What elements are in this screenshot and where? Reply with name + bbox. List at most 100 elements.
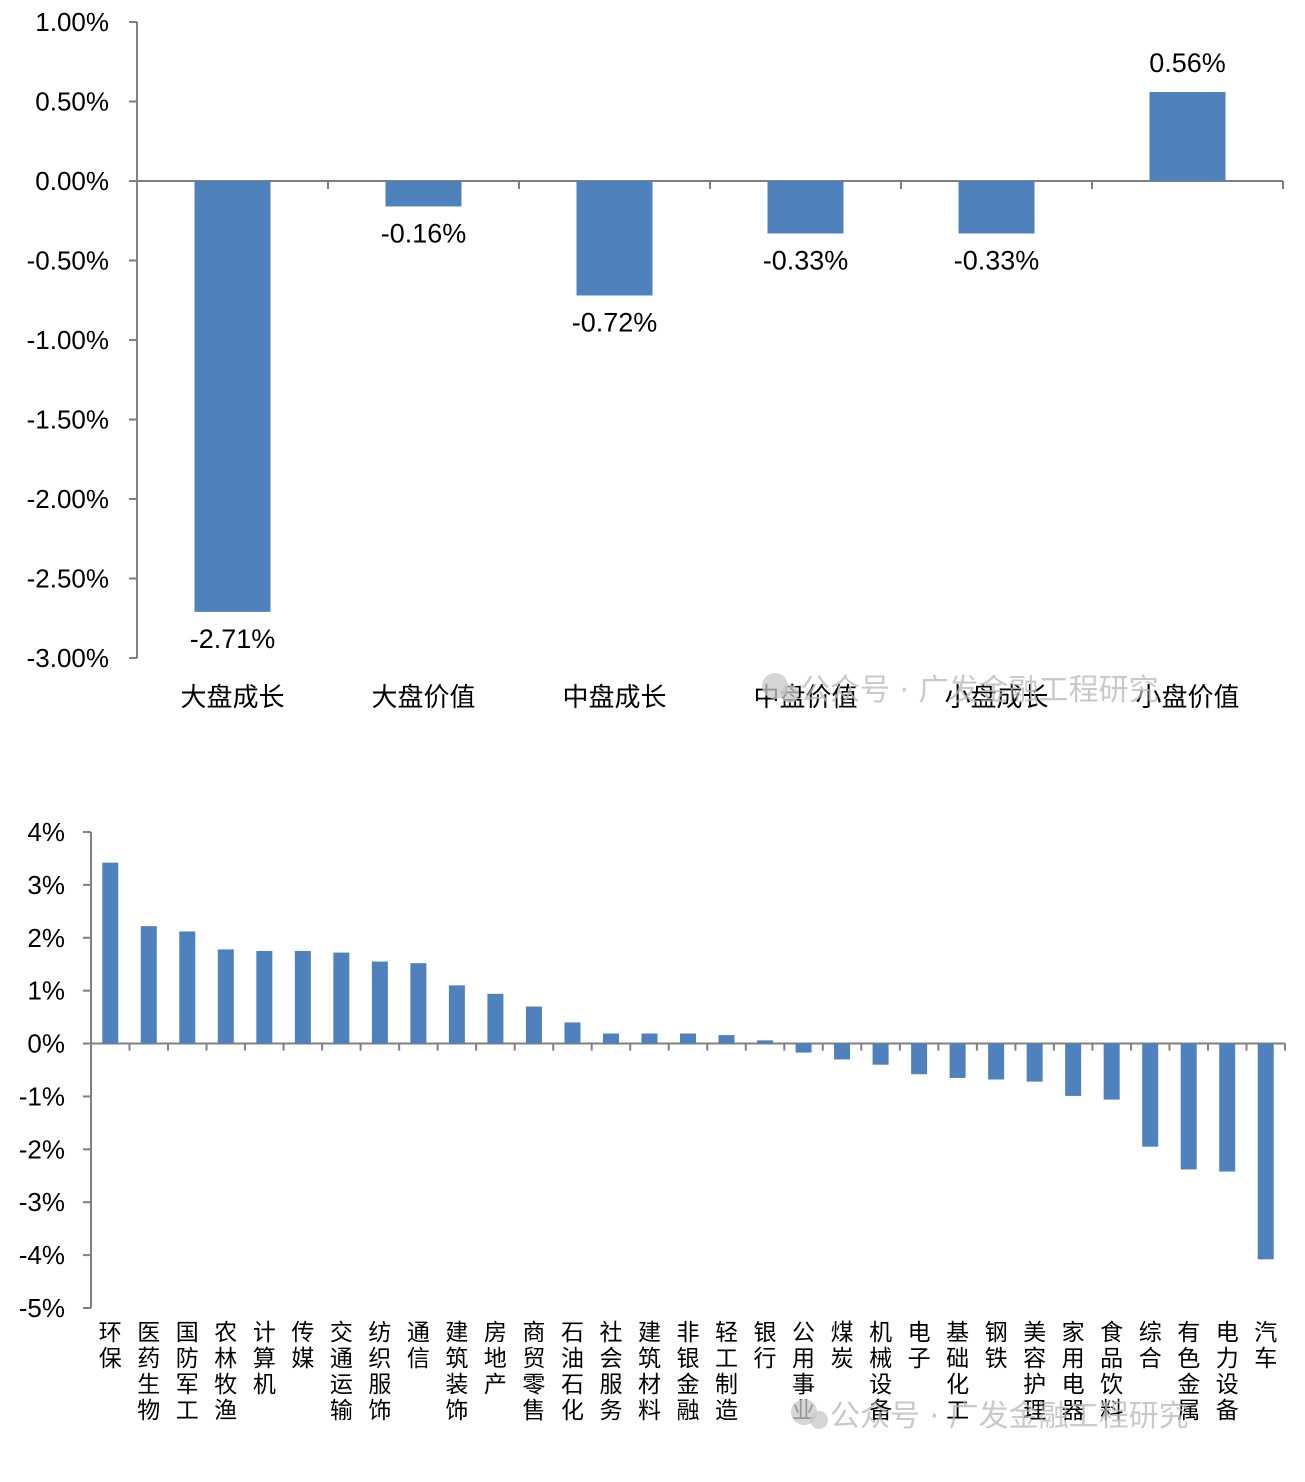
watermark-layer: 公众号 · 广发金融工程研究 公众号 · 广发金融工程研究 [762, 673, 1189, 1434]
category-label: 医药生物 [137, 1320, 160, 1424]
y-tick-label: 2% [27, 923, 65, 953]
bar [1142, 1043, 1159, 1147]
category-label: 通信 [407, 1320, 430, 1372]
data-label: 0.56% [1149, 48, 1226, 78]
data-label: -0.33% [763, 245, 849, 275]
bar [385, 181, 462, 207]
bar [576, 181, 653, 296]
category-label: 传媒 [291, 1320, 314, 1372]
bar [1065, 1043, 1082, 1096]
y-tick-label: 0% [27, 1029, 65, 1059]
y-tick-label: -1% [19, 1081, 65, 1111]
category-label: 小盘价值 [1135, 683, 1239, 713]
category-label: 环保 [99, 1320, 122, 1372]
category-label: 计算机 [253, 1320, 276, 1398]
data-label: -2.71% [190, 624, 276, 654]
category-label: 农林牧渔 [214, 1320, 237, 1424]
category-label: 社会服务 [599, 1320, 622, 1424]
category-label: 小盘成长 [944, 683, 1048, 713]
category-label: 有色金属 [1177, 1320, 1200, 1424]
y-tick-label: 1% [27, 976, 65, 1006]
wechat-icon-small [810, 1411, 828, 1429]
y-tick-label: -1.00% [27, 325, 109, 355]
category-label: 家用电器 [1062, 1320, 1085, 1424]
watermark-1: 公众号 · 广发金融工程研究 [762, 673, 1159, 708]
y-tick-label: -2.00% [27, 484, 109, 514]
category-label: 食品饮料 [1100, 1320, 1123, 1424]
bar [795, 1043, 812, 1053]
category-label: 钢铁 [985, 1320, 1008, 1372]
wechat-icon-small [781, 685, 799, 703]
bar [487, 993, 504, 1044]
category-label: 石油石化 [561, 1320, 584, 1424]
bar [911, 1043, 928, 1075]
y-tick-label: 3% [27, 870, 65, 900]
category-label: 建筑装饰 [445, 1320, 468, 1424]
bar [217, 949, 234, 1044]
watermark-2: 公众号 · 广发金融工程研究 [791, 1399, 1189, 1434]
bar [641, 1033, 658, 1044]
category-label: 大盘价值 [371, 683, 475, 713]
data-label: -0.33% [954, 245, 1040, 275]
bar [834, 1043, 851, 1060]
bar [680, 1033, 696, 1044]
category-label: 汽车 [1254, 1320, 1277, 1372]
bar [448, 985, 465, 1044]
y-tick-label: -2.50% [27, 564, 109, 594]
y-tick-label: -3.00% [27, 643, 109, 673]
bar [958, 181, 1035, 234]
y-tick-label: 4% [27, 817, 65, 847]
category-label: 中盘成长 [562, 683, 666, 713]
category-label: 银行 [754, 1320, 777, 1372]
data-label: -0.72% [572, 307, 658, 337]
category-label: 机械设备 [869, 1320, 892, 1424]
chart-1-style-bars: 1.00% 0.50% 0.00% -0.50% -1.00% -1.50% -2.00% -… [27, 7, 1284, 713]
bar [1219, 1043, 1236, 1172]
y-tick-label: 0.50% [35, 87, 109, 117]
category-label: 国防军工 [176, 1320, 199, 1424]
bar [1180, 1043, 1197, 1170]
y-tick-label: -2% [19, 1134, 65, 1164]
y-tick-label: -0.50% [27, 246, 109, 276]
bar [988, 1043, 1005, 1080]
bar [1103, 1043, 1120, 1100]
bar [371, 961, 388, 1044]
category-label: 建筑材料 [638, 1320, 661, 1424]
bar [602, 1033, 619, 1044]
category-label: 电子 [908, 1320, 931, 1372]
bar [872, 1043, 889, 1065]
watermark-text-2: 公众号 · 广发金融工程研究 [830, 1399, 1189, 1434]
bar [564, 1022, 581, 1044]
category-label: 煤炭 [831, 1320, 854, 1372]
bar [410, 963, 427, 1044]
bar [194, 181, 271, 612]
y-tick-label: 0.00% [35, 166, 109, 196]
bar [333, 952, 350, 1044]
category-label: 电力设备 [1216, 1320, 1239, 1424]
category-label: 基础化工 [946, 1320, 969, 1424]
y-tick-label: -4% [19, 1240, 65, 1270]
bar [1149, 91, 1226, 181]
bar [179, 931, 196, 1044]
bar [949, 1043, 966, 1078]
watermark-text-1: 公众号 · 广发金融工程研究 [800, 673, 1159, 708]
bar [1257, 1043, 1274, 1260]
bar [102, 862, 119, 1044]
chart-2-industry-bars: 4% 3% 2% 1% 0% -1% -2% -3% -4% -5% 环保医药生物国防军工农林牧渔计… [19, 817, 1286, 1424]
category-label: 轻工制造 [715, 1320, 738, 1424]
y-tick-label: 1.00% [35, 7, 109, 37]
bar [757, 1040, 774, 1044]
category-label: 交通运输 [330, 1320, 353, 1424]
category-label: 房地产 [484, 1320, 507, 1398]
category-label: 大盘成长 [180, 683, 284, 713]
y-tick-label: -5% [19, 1293, 65, 1323]
bar [1026, 1043, 1043, 1082]
bar [256, 951, 273, 1044]
y-tick-label: -1.50% [27, 405, 109, 435]
category-label: 美容护理 [1023, 1320, 1046, 1424]
category-label: 综合 [1139, 1320, 1162, 1372]
category-label: 商贸零售 [522, 1320, 545, 1424]
bar [525, 1006, 542, 1044]
y-tick-label: -3% [19, 1187, 65, 1217]
